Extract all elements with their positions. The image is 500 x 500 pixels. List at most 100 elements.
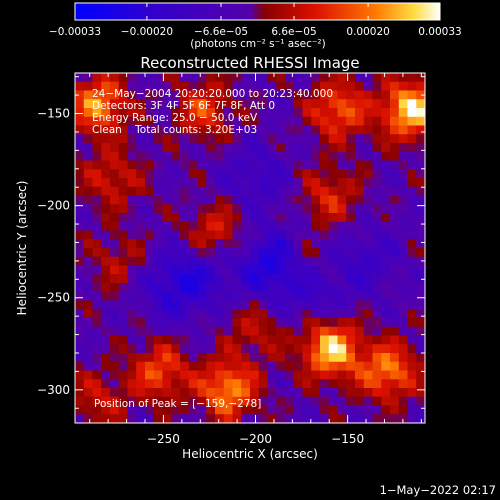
heatmap-cell bbox=[241, 178, 251, 188]
heatmap-cell bbox=[180, 291, 190, 301]
heatmap-cell bbox=[92, 283, 102, 293]
heatmap-cell bbox=[101, 353, 111, 363]
heatmap-cell bbox=[250, 186, 260, 196]
heatmap-cell bbox=[171, 99, 181, 109]
heatmap-cell bbox=[381, 178, 391, 188]
heatmap-cell bbox=[215, 230, 225, 240]
heatmap-cell bbox=[188, 178, 198, 188]
heatmap-cell bbox=[92, 239, 102, 249]
heatmap-cell bbox=[285, 396, 295, 406]
heatmap-cell bbox=[145, 81, 155, 91]
heatmap-cell bbox=[153, 256, 163, 266]
heatmap-cell bbox=[215, 195, 225, 205]
heatmap-cell bbox=[127, 414, 137, 424]
heatmap-cell bbox=[258, 186, 268, 196]
heatmap-cell bbox=[267, 300, 277, 310]
heatmap-cell bbox=[206, 160, 216, 170]
heatmap-cell bbox=[241, 230, 251, 240]
heatmap-cell bbox=[337, 248, 347, 258]
heatmap-cell bbox=[180, 370, 190, 380]
heatmap-cell bbox=[223, 108, 233, 118]
heatmap-cell bbox=[285, 256, 295, 266]
heatmap-cell bbox=[276, 344, 286, 354]
heatmap-cell bbox=[337, 73, 347, 83]
heatmap-cell bbox=[416, 326, 426, 336]
heatmap-cell bbox=[302, 195, 312, 205]
heatmap-cell bbox=[83, 396, 93, 406]
heatmap-cell bbox=[110, 81, 120, 91]
heatmap-cell bbox=[153, 396, 163, 406]
heatmap-cell bbox=[171, 318, 181, 328]
heatmap-cell bbox=[75, 326, 85, 336]
heatmap-cell bbox=[75, 134, 85, 144]
heatmap-cell bbox=[320, 239, 330, 249]
heatmap-cell bbox=[285, 335, 295, 345]
heatmap-cell bbox=[381, 186, 391, 196]
heatmap-cell bbox=[171, 73, 181, 83]
heatmap-cell bbox=[153, 414, 163, 424]
heatmap-cell bbox=[162, 116, 172, 126]
heatmap-cell bbox=[320, 256, 330, 266]
heatmap-cell bbox=[407, 125, 417, 135]
heatmap-cell bbox=[320, 143, 330, 153]
heatmap-cell bbox=[355, 204, 365, 214]
heatmap-cell bbox=[302, 300, 312, 310]
heatmap-cell bbox=[171, 300, 181, 310]
heatmap-cell bbox=[250, 99, 260, 109]
heatmap-cell bbox=[293, 361, 303, 371]
heatmap-cell bbox=[241, 81, 251, 91]
heatmap-cell bbox=[118, 265, 128, 275]
heatmap-cell bbox=[390, 108, 400, 118]
heatmap-cell bbox=[311, 265, 321, 275]
heatmap-cell bbox=[328, 151, 338, 161]
heatmap-cell bbox=[320, 344, 330, 354]
heatmap-cell bbox=[337, 116, 347, 126]
heatmap-cell bbox=[188, 344, 198, 354]
heatmap-cell bbox=[162, 169, 172, 179]
heatmap-cell bbox=[197, 300, 207, 310]
heatmap-cell bbox=[223, 300, 233, 310]
heatmap-cell bbox=[241, 326, 251, 336]
annotation-energy-range: Energy Range: 25.0 − 50.0 keV bbox=[92, 112, 258, 124]
heatmap-cell bbox=[346, 388, 356, 398]
heatmap-cell bbox=[363, 274, 373, 284]
heatmap-cell bbox=[197, 353, 207, 363]
heatmap-cell bbox=[162, 195, 172, 205]
heatmap-cell bbox=[346, 370, 356, 380]
heatmap-cell bbox=[215, 134, 225, 144]
heatmap-cell bbox=[75, 300, 85, 310]
heatmap-cell bbox=[110, 274, 120, 284]
heatmap-cell bbox=[337, 414, 347, 424]
x-axis-label: Heliocentric X (arcsec) bbox=[182, 447, 318, 461]
heatmap-cell bbox=[398, 90, 408, 100]
heatmap-cell bbox=[101, 125, 111, 135]
heatmap-cell bbox=[223, 230, 233, 240]
heatmap-cell bbox=[75, 169, 85, 179]
heatmap-cell bbox=[320, 160, 330, 170]
heatmap-cell bbox=[337, 335, 347, 345]
heatmap-cell bbox=[197, 283, 207, 293]
heatmap-cell bbox=[407, 300, 417, 310]
heatmap-cell bbox=[258, 335, 268, 345]
heatmap-cell bbox=[162, 379, 172, 389]
heatmap-cell bbox=[398, 335, 408, 345]
heatmap-cell bbox=[215, 160, 225, 170]
heatmap-cell bbox=[197, 178, 207, 188]
heatmap-cell bbox=[145, 99, 155, 109]
heatmap-cell bbox=[118, 326, 128, 336]
heatmap-cell bbox=[127, 213, 137, 223]
heatmap-cell bbox=[197, 90, 207, 100]
heatmap-cell bbox=[232, 388, 242, 398]
heatmap-cell bbox=[162, 414, 172, 424]
heatmap-cell bbox=[223, 265, 233, 275]
heatmap-cell bbox=[363, 195, 373, 205]
heatmap-cell bbox=[83, 274, 93, 284]
heatmap-cell bbox=[302, 99, 312, 109]
heatmap-cell bbox=[328, 73, 338, 83]
heatmap-cell bbox=[276, 178, 286, 188]
heatmap-cell bbox=[398, 353, 408, 363]
heatmap-cell bbox=[311, 335, 321, 345]
heatmap-cell bbox=[346, 213, 356, 223]
heatmap-cell bbox=[250, 256, 260, 266]
heatmap-cell bbox=[232, 221, 242, 231]
